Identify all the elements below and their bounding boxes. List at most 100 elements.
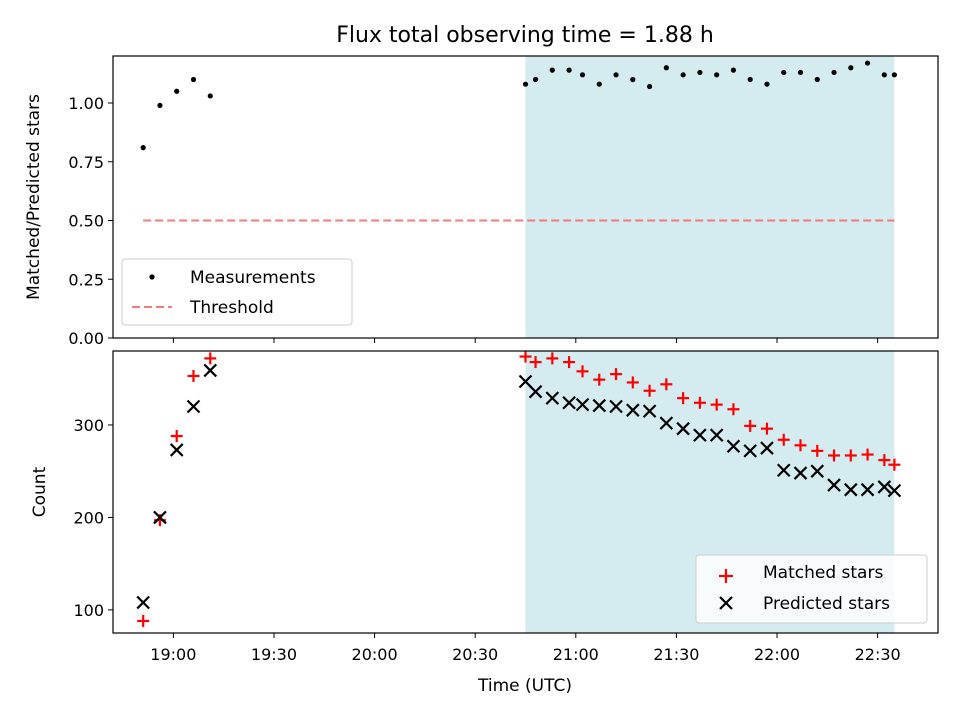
top-y-tick-label: 0.75 — [68, 153, 104, 172]
measurement-point — [714, 72, 720, 78]
predicted-star-marker — [592, 398, 607, 413]
measurement-point — [207, 93, 213, 99]
measurement-point — [864, 60, 871, 66]
matched-star-marker — [693, 396, 706, 409]
matched-star-marker — [660, 378, 673, 391]
bottom-legend: Matched stars Predicted stars — [695, 554, 928, 624]
predicted-star-marker — [153, 510, 167, 525]
measurement-point — [781, 69, 787, 76]
legend-predicted-marker — [719, 596, 733, 610]
top-y-tick-label: 0.25 — [68, 270, 104, 289]
predicted-star-marker — [877, 480, 892, 494]
top-shaded-region — [525, 56, 895, 338]
x-tick-label: 21:00 — [553, 645, 599, 664]
chart-title: Flux total observing time = 1.88 h — [336, 23, 714, 48]
top-y-tick-label: 0.00 — [68, 329, 104, 348]
predicted-star-marker — [844, 482, 858, 497]
matched-star-marker — [677, 392, 690, 405]
matched-star-marker — [878, 454, 891, 467]
predicted-star-marker — [887, 483, 902, 498]
measurement-point — [697, 69, 703, 76]
matched-star-marker — [888, 458, 901, 471]
measurement-point — [730, 67, 737, 73]
top-y-tick-label: 1.00 — [68, 94, 104, 113]
predicted-star-marker — [626, 403, 640, 417]
bottom-y-ticks: 100 200 300 — [73, 416, 113, 620]
bottom-y-tick-label: 100 — [73, 601, 104, 620]
predicted-star-marker — [642, 404, 657, 418]
measurement-point — [596, 81, 602, 87]
matched-star-marker — [593, 373, 606, 386]
legend-matched-label: Matched stars — [763, 563, 883, 583]
matched-star-marker — [529, 356, 542, 369]
measurement-point — [613, 72, 619, 78]
measurement-point — [566, 67, 572, 73]
measurement-point — [646, 83, 653, 90]
predicted-star-marker — [562, 395, 576, 410]
matched-star-marker — [760, 422, 773, 435]
top-y-ticks: 0.00 0.25 0.50 0.75 1.00 — [68, 94, 113, 348]
matched-star-marker — [576, 365, 589, 378]
matched-star-marker — [777, 433, 790, 446]
top-shade-rect — [525, 56, 895, 338]
predicted-star-marker — [609, 399, 623, 414]
predicted-star-marker — [860, 482, 875, 497]
measurement-point — [881, 72, 887, 78]
predicted-star-marker — [776, 463, 791, 478]
predicted-star-marker — [726, 439, 741, 454]
x-tick-label: 21:30 — [653, 645, 699, 664]
measurement-point — [157, 102, 163, 108]
predicted-star-marker — [186, 399, 201, 414]
predicted-star-marker — [709, 428, 724, 442]
predicted-star-marker — [169, 443, 184, 457]
matched-star-marker — [794, 439, 807, 452]
measurement-point — [174, 88, 180, 94]
matched-star-marker — [137, 614, 150, 627]
matched-star-marker — [563, 356, 576, 369]
bottom-panel: 100 200 300 19:00 19:30 20:00 20:30 21:00 21:30… — [30, 350, 939, 696]
predicted-star-marker — [676, 421, 690, 436]
x-tick-label: 22:00 — [754, 645, 800, 664]
measurement-point — [522, 81, 529, 87]
x-tick-label: 20:30 — [452, 645, 498, 664]
predicted-star-marker — [528, 384, 543, 399]
top-panel: 0.00 0.25 0.50 0.75 1.00 Matched/Predicted s… — [24, 55, 939, 348]
measurement-point — [190, 76, 197, 83]
predicted-star-marker — [793, 466, 808, 480]
predicted-star-marker — [743, 444, 757, 458]
x-tick-label: 19:00 — [150, 645, 196, 664]
matched-star-marker — [546, 352, 559, 365]
matched-star-marker — [844, 449, 857, 462]
predicted-star-marker — [810, 464, 825, 478]
measurement-point — [579, 72, 586, 78]
bottom-y-axis-label: Count — [30, 466, 50, 517]
x-tick-label: 20:00 — [352, 645, 398, 664]
predicted-star-marker — [659, 416, 674, 430]
measurement-point — [797, 69, 804, 76]
matched-star-marker — [204, 352, 217, 365]
measurement-point — [831, 69, 837, 76]
measurement-point — [140, 145, 146, 151]
measurement-point — [848, 65, 854, 71]
top-plot-area — [140, 60, 898, 222]
measurement-point — [630, 76, 636, 83]
legend-matched-marker — [719, 569, 733, 583]
measurement-point — [532, 76, 539, 83]
matched-star-marker — [187, 369, 200, 382]
bottom-legend-box — [695, 554, 928, 624]
predicted-star-marker — [827, 478, 841, 492]
bottom-y-tick-label: 200 — [73, 508, 104, 527]
predicted-star-marker — [545, 391, 560, 405]
bottom-y-tick-label: 300 — [73, 416, 104, 435]
x-axis-label: Time (UTC) — [477, 676, 572, 696]
matched-star-marker — [861, 448, 874, 461]
legend-measurements-label: Measurements — [190, 268, 316, 288]
legend-measurements-marker — [149, 274, 155, 280]
predicted-star-marker — [575, 397, 590, 412]
predicted-star-marker — [518, 374, 533, 389]
bottom-plot-area — [136, 350, 902, 627]
top-axes-frame — [112, 55, 939, 339]
matched-star-marker — [170, 430, 183, 443]
measurement-point — [549, 67, 555, 73]
